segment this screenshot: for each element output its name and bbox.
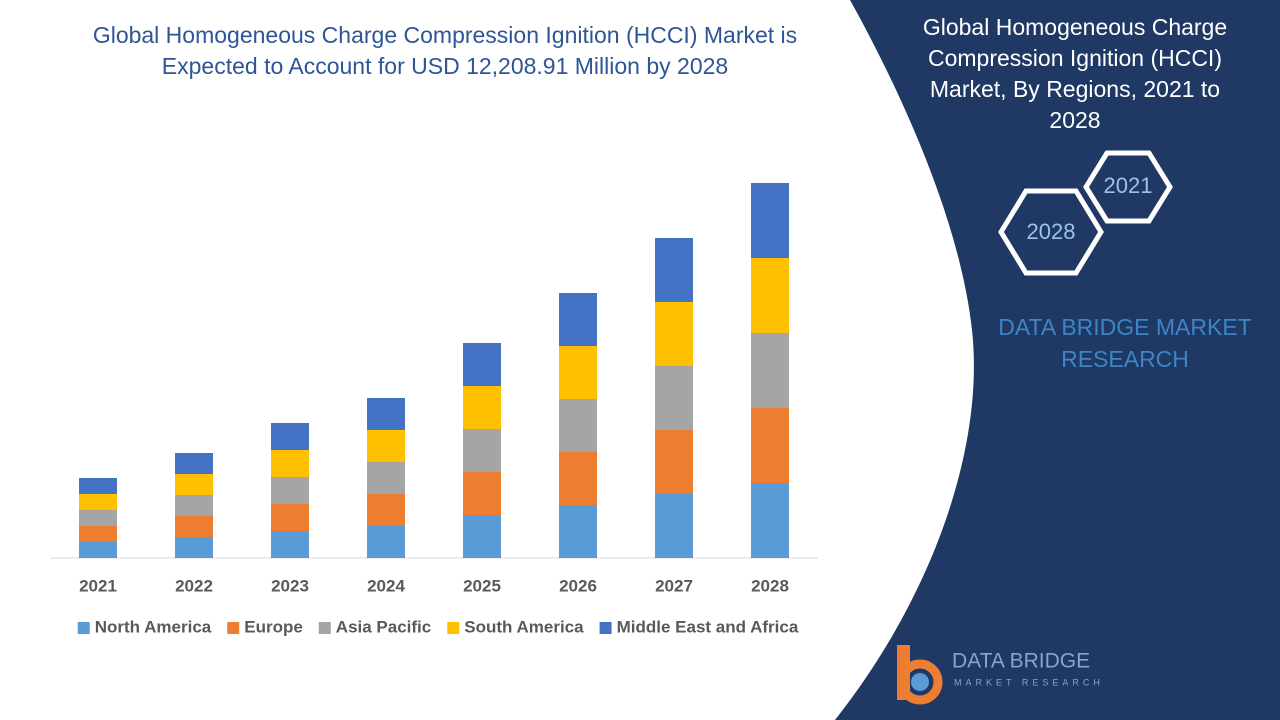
bar-segment <box>559 505 597 558</box>
bar-segment <box>367 494 405 526</box>
legend-label: South America <box>464 617 584 636</box>
bar-segment <box>175 474 213 495</box>
bar-segment <box>751 258 789 333</box>
bar-segment <box>271 531 309 558</box>
logo-name: DATA BRIDGE <box>952 650 1090 673</box>
bar-segment <box>271 450 309 477</box>
bar-segment <box>655 430 693 494</box>
bar-segment <box>175 453 213 474</box>
logo-tagline: MARKET RESEARCH <box>954 677 1104 687</box>
bar-segment <box>751 483 789 558</box>
bar-segment <box>79 478 117 494</box>
bar-segment <box>367 462 405 494</box>
legend-label: Middle East and Africa <box>617 617 799 636</box>
bar-segment <box>463 343 501 386</box>
logo-mark <box>911 673 929 691</box>
bar-segment <box>463 472 501 515</box>
bar-segment <box>559 399 597 452</box>
bar-segment <box>559 452 597 505</box>
bar-segment <box>463 386 501 429</box>
bar-segment <box>79 526 117 542</box>
logo: DATA BRIDGE MARKET RESEARCH <box>897 645 1104 705</box>
bar-segment <box>367 430 405 462</box>
bar-segment <box>367 398 405 430</box>
bar-segment <box>175 516 213 537</box>
bar-segment <box>271 504 309 531</box>
x-tick-label: 2028 <box>751 576 789 595</box>
hex-label: 2021 <box>1104 173 1153 198</box>
x-tick-label: 2023 <box>271 576 309 595</box>
bar-segment <box>751 183 789 258</box>
bar-segment <box>367 526 405 558</box>
bar-segment <box>271 423 309 450</box>
legend-label: North America <box>95 617 212 636</box>
bar-segment <box>655 302 693 366</box>
legend-swatch <box>318 622 331 634</box>
hexagon <box>998 188 1104 276</box>
legend-swatch <box>599 622 612 634</box>
bar-segment <box>271 477 309 504</box>
legend-swatch <box>77 622 90 634</box>
bar-segment <box>559 293 597 346</box>
logo-mark <box>897 659 943 705</box>
bar-segment <box>79 494 117 510</box>
hex-label: 2028 <box>1027 219 1076 244</box>
bar-segment <box>463 429 501 472</box>
bar-segment <box>655 494 693 558</box>
bar-segment <box>79 542 117 558</box>
x-tick-label: 2026 <box>559 576 597 595</box>
bar-segment <box>175 537 213 558</box>
chart-title: Global Homogeneous Charge Compression Ig… <box>92 22 798 79</box>
bar-segment <box>751 333 789 408</box>
x-tick-label: 2024 <box>367 576 405 595</box>
legend-swatch <box>447 622 460 634</box>
x-tick-label: 2025 <box>463 576 501 595</box>
x-tick-label: 2022 <box>175 576 213 595</box>
legend-label: Europe <box>244 617 303 636</box>
side-panel <box>835 0 1280 720</box>
bar-segment <box>655 238 693 302</box>
bar-segment <box>175 495 213 516</box>
brand-text: DATA BRIDGE MARKET RESEARCH <box>998 314 1252 372</box>
legend-swatch <box>227 622 240 634</box>
panel-title: Global Homogeneous Charge Compression Ig… <box>922 14 1228 133</box>
bar-segment <box>559 346 597 399</box>
hexagon <box>1083 150 1173 224</box>
x-tick-label: 2027 <box>655 576 693 595</box>
legend-label: Asia Pacific <box>336 617 431 636</box>
bar-segment <box>463 515 501 558</box>
bar-segment <box>655 366 693 430</box>
bar-segment <box>79 510 117 526</box>
bar-segment <box>751 408 789 483</box>
x-tick-label: 2021 <box>79 576 117 595</box>
